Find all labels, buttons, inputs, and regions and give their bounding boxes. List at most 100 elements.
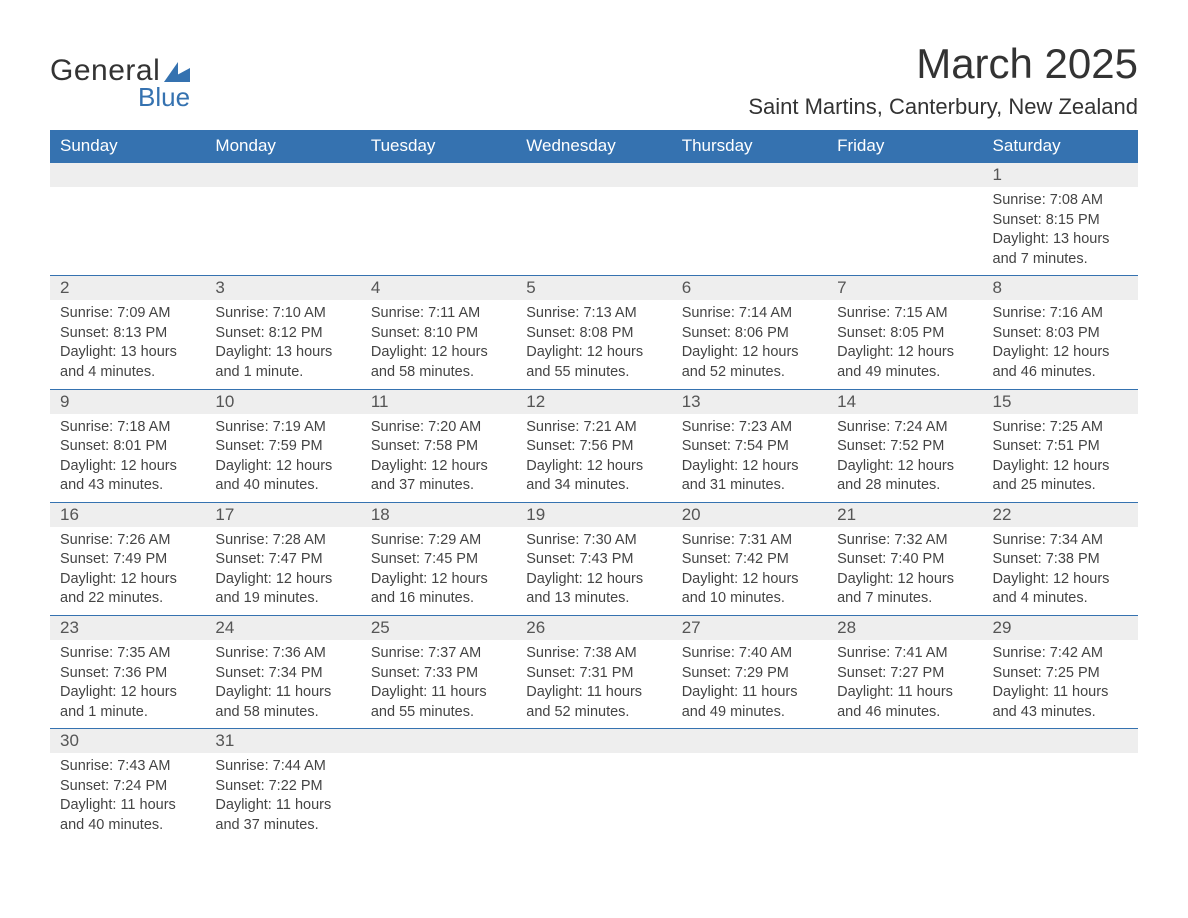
daylight-line-1: Daylight: 12 hours: [526, 570, 661, 590]
day-number-cell: 5: [516, 276, 671, 301]
day-data-cell: Sunrise: 7:38 AMSunset: 7:31 PMDaylight:…: [516, 640, 671, 729]
daylight-line-1: Daylight: 12 hours: [371, 343, 506, 363]
day-number-cell: 14: [827, 389, 982, 414]
sunrise-line: Sunrise: 7:11 AM: [371, 304, 506, 324]
week-daynum-row: 1: [50, 163, 1138, 188]
day-data-cell: Sunrise: 7:19 AMSunset: 7:59 PMDaylight:…: [205, 414, 360, 503]
day-number-cell: 24: [205, 616, 360, 641]
daylight-line-2: and 4 minutes.: [993, 589, 1128, 609]
day-number-cell: 11: [361, 389, 516, 414]
daylight-line-1: Daylight: 12 hours: [526, 343, 661, 363]
sunrise-line: Sunrise: 7:34 AM: [993, 531, 1128, 551]
day-number-cell: 29: [983, 616, 1138, 641]
calendar-table: SundayMondayTuesdayWednesdayThursdayFrid…: [50, 130, 1138, 842]
daylight-line-2: and 37 minutes.: [371, 476, 506, 496]
sunrise-line: Sunrise: 7:38 AM: [526, 644, 661, 664]
sunset-line: Sunset: 7:52 PM: [837, 437, 972, 457]
daylight-line-2: and 58 minutes.: [371, 363, 506, 383]
sunset-line: Sunset: 7:36 PM: [60, 664, 195, 684]
week-daynum-row: 3031: [50, 729, 1138, 754]
day-number-cell: 7: [827, 276, 982, 301]
day-data-cell: Sunrise: 7:31 AMSunset: 7:42 PMDaylight:…: [672, 527, 827, 616]
day-number-cell: 2: [50, 276, 205, 301]
sunset-line: Sunset: 7:49 PM: [60, 550, 195, 570]
sunrise-line: Sunrise: 7:30 AM: [526, 531, 661, 551]
sunrise-line: Sunrise: 7:24 AM: [837, 418, 972, 438]
day-data-cell: Sunrise: 7:11 AMSunset: 8:10 PMDaylight:…: [361, 300, 516, 389]
daylight-line-2: and 40 minutes.: [60, 816, 195, 836]
weekday-header: Friday: [827, 130, 982, 163]
daylight-line-2: and 19 minutes.: [215, 589, 350, 609]
day-data-cell: Sunrise: 7:29 AMSunset: 7:45 PMDaylight:…: [361, 527, 516, 616]
weekday-header: Wednesday: [516, 130, 671, 163]
daylight-line-2: and 16 minutes.: [371, 589, 506, 609]
daylight-line-1: Daylight: 12 hours: [993, 457, 1128, 477]
day-number-cell: [361, 729, 516, 754]
day-data-cell: Sunrise: 7:15 AMSunset: 8:05 PMDaylight:…: [827, 300, 982, 389]
sunrise-line: Sunrise: 7:37 AM: [371, 644, 506, 664]
sunrise-line: Sunrise: 7:13 AM: [526, 304, 661, 324]
day-data-cell: Sunrise: 7:21 AMSunset: 7:56 PMDaylight:…: [516, 414, 671, 503]
day-data-cell: Sunrise: 7:20 AMSunset: 7:58 PMDaylight:…: [361, 414, 516, 503]
sunset-line: Sunset: 7:59 PM: [215, 437, 350, 457]
sunset-line: Sunset: 8:06 PM: [682, 324, 817, 344]
day-data-cell: [827, 187, 982, 276]
sunset-line: Sunset: 7:22 PM: [215, 777, 350, 797]
day-number-cell: 23: [50, 616, 205, 641]
daylight-line-1: Daylight: 11 hours: [993, 683, 1128, 703]
daylight-line-1: Daylight: 12 hours: [682, 343, 817, 363]
daylight-line-2: and 40 minutes.: [215, 476, 350, 496]
sunrise-line: Sunrise: 7:16 AM: [993, 304, 1128, 324]
sunset-line: Sunset: 8:13 PM: [60, 324, 195, 344]
day-number-cell: 6: [672, 276, 827, 301]
daylight-line-2: and 1 minute.: [215, 363, 350, 383]
daylight-line-2: and 37 minutes.: [215, 816, 350, 836]
daylight-line-1: Daylight: 11 hours: [60, 796, 195, 816]
day-number-cell: [516, 729, 671, 754]
sunrise-line: Sunrise: 7:35 AM: [60, 644, 195, 664]
logo: General Blue: [50, 54, 190, 113]
day-number-cell: 22: [983, 502, 1138, 527]
sunset-line: Sunset: 7:56 PM: [526, 437, 661, 457]
day-number-cell: 27: [672, 616, 827, 641]
sunset-line: Sunset: 7:38 PM: [993, 550, 1128, 570]
daylight-line-2: and 28 minutes.: [837, 476, 972, 496]
day-number-cell: [827, 163, 982, 188]
day-data-cell: Sunrise: 7:10 AMSunset: 8:12 PMDaylight:…: [205, 300, 360, 389]
daylight-line-2: and 10 minutes.: [682, 589, 817, 609]
location-subtitle: Saint Martins, Canterbury, New Zealand: [748, 94, 1138, 120]
sunset-line: Sunset: 7:40 PM: [837, 550, 972, 570]
sunset-line: Sunset: 7:29 PM: [682, 664, 817, 684]
week-data-row: Sunrise: 7:09 AMSunset: 8:13 PMDaylight:…: [50, 300, 1138, 389]
day-number-cell: [205, 163, 360, 188]
sunrise-line: Sunrise: 7:10 AM: [215, 304, 350, 324]
sunrise-line: Sunrise: 7:15 AM: [837, 304, 972, 324]
sunset-line: Sunset: 8:10 PM: [371, 324, 506, 344]
day-number-cell: 15: [983, 389, 1138, 414]
daylight-line-2: and 4 minutes.: [60, 363, 195, 383]
day-data-cell: Sunrise: 7:26 AMSunset: 7:49 PMDaylight:…: [50, 527, 205, 616]
day-number-cell: [516, 163, 671, 188]
daylight-line-1: Daylight: 11 hours: [371, 683, 506, 703]
daylight-line-2: and 43 minutes.: [993, 703, 1128, 723]
sunrise-line: Sunrise: 7:26 AM: [60, 531, 195, 551]
daylight-line-2: and 34 minutes.: [526, 476, 661, 496]
logo-triangle-icon: [164, 62, 190, 82]
day-data-cell: Sunrise: 7:44 AMSunset: 7:22 PMDaylight:…: [205, 753, 360, 841]
sunset-line: Sunset: 7:27 PM: [837, 664, 972, 684]
week-data-row: Sunrise: 7:18 AMSunset: 8:01 PMDaylight:…: [50, 414, 1138, 503]
daylight-line-2: and 52 minutes.: [682, 363, 817, 383]
day-data-cell: [50, 187, 205, 276]
day-data-cell: Sunrise: 7:13 AMSunset: 8:08 PMDaylight:…: [516, 300, 671, 389]
day-number-cell: [983, 729, 1138, 754]
daylight-line-2: and 1 minute.: [60, 703, 195, 723]
day-number-cell: 4: [361, 276, 516, 301]
day-number-cell: 28: [827, 616, 982, 641]
day-number-cell: 8: [983, 276, 1138, 301]
day-data-cell: [672, 753, 827, 841]
daylight-line-1: Daylight: 12 hours: [215, 457, 350, 477]
daylight-line-2: and 22 minutes.: [60, 589, 195, 609]
day-number-cell: [50, 163, 205, 188]
weekday-header: Sunday: [50, 130, 205, 163]
daylight-line-1: Daylight: 12 hours: [60, 570, 195, 590]
